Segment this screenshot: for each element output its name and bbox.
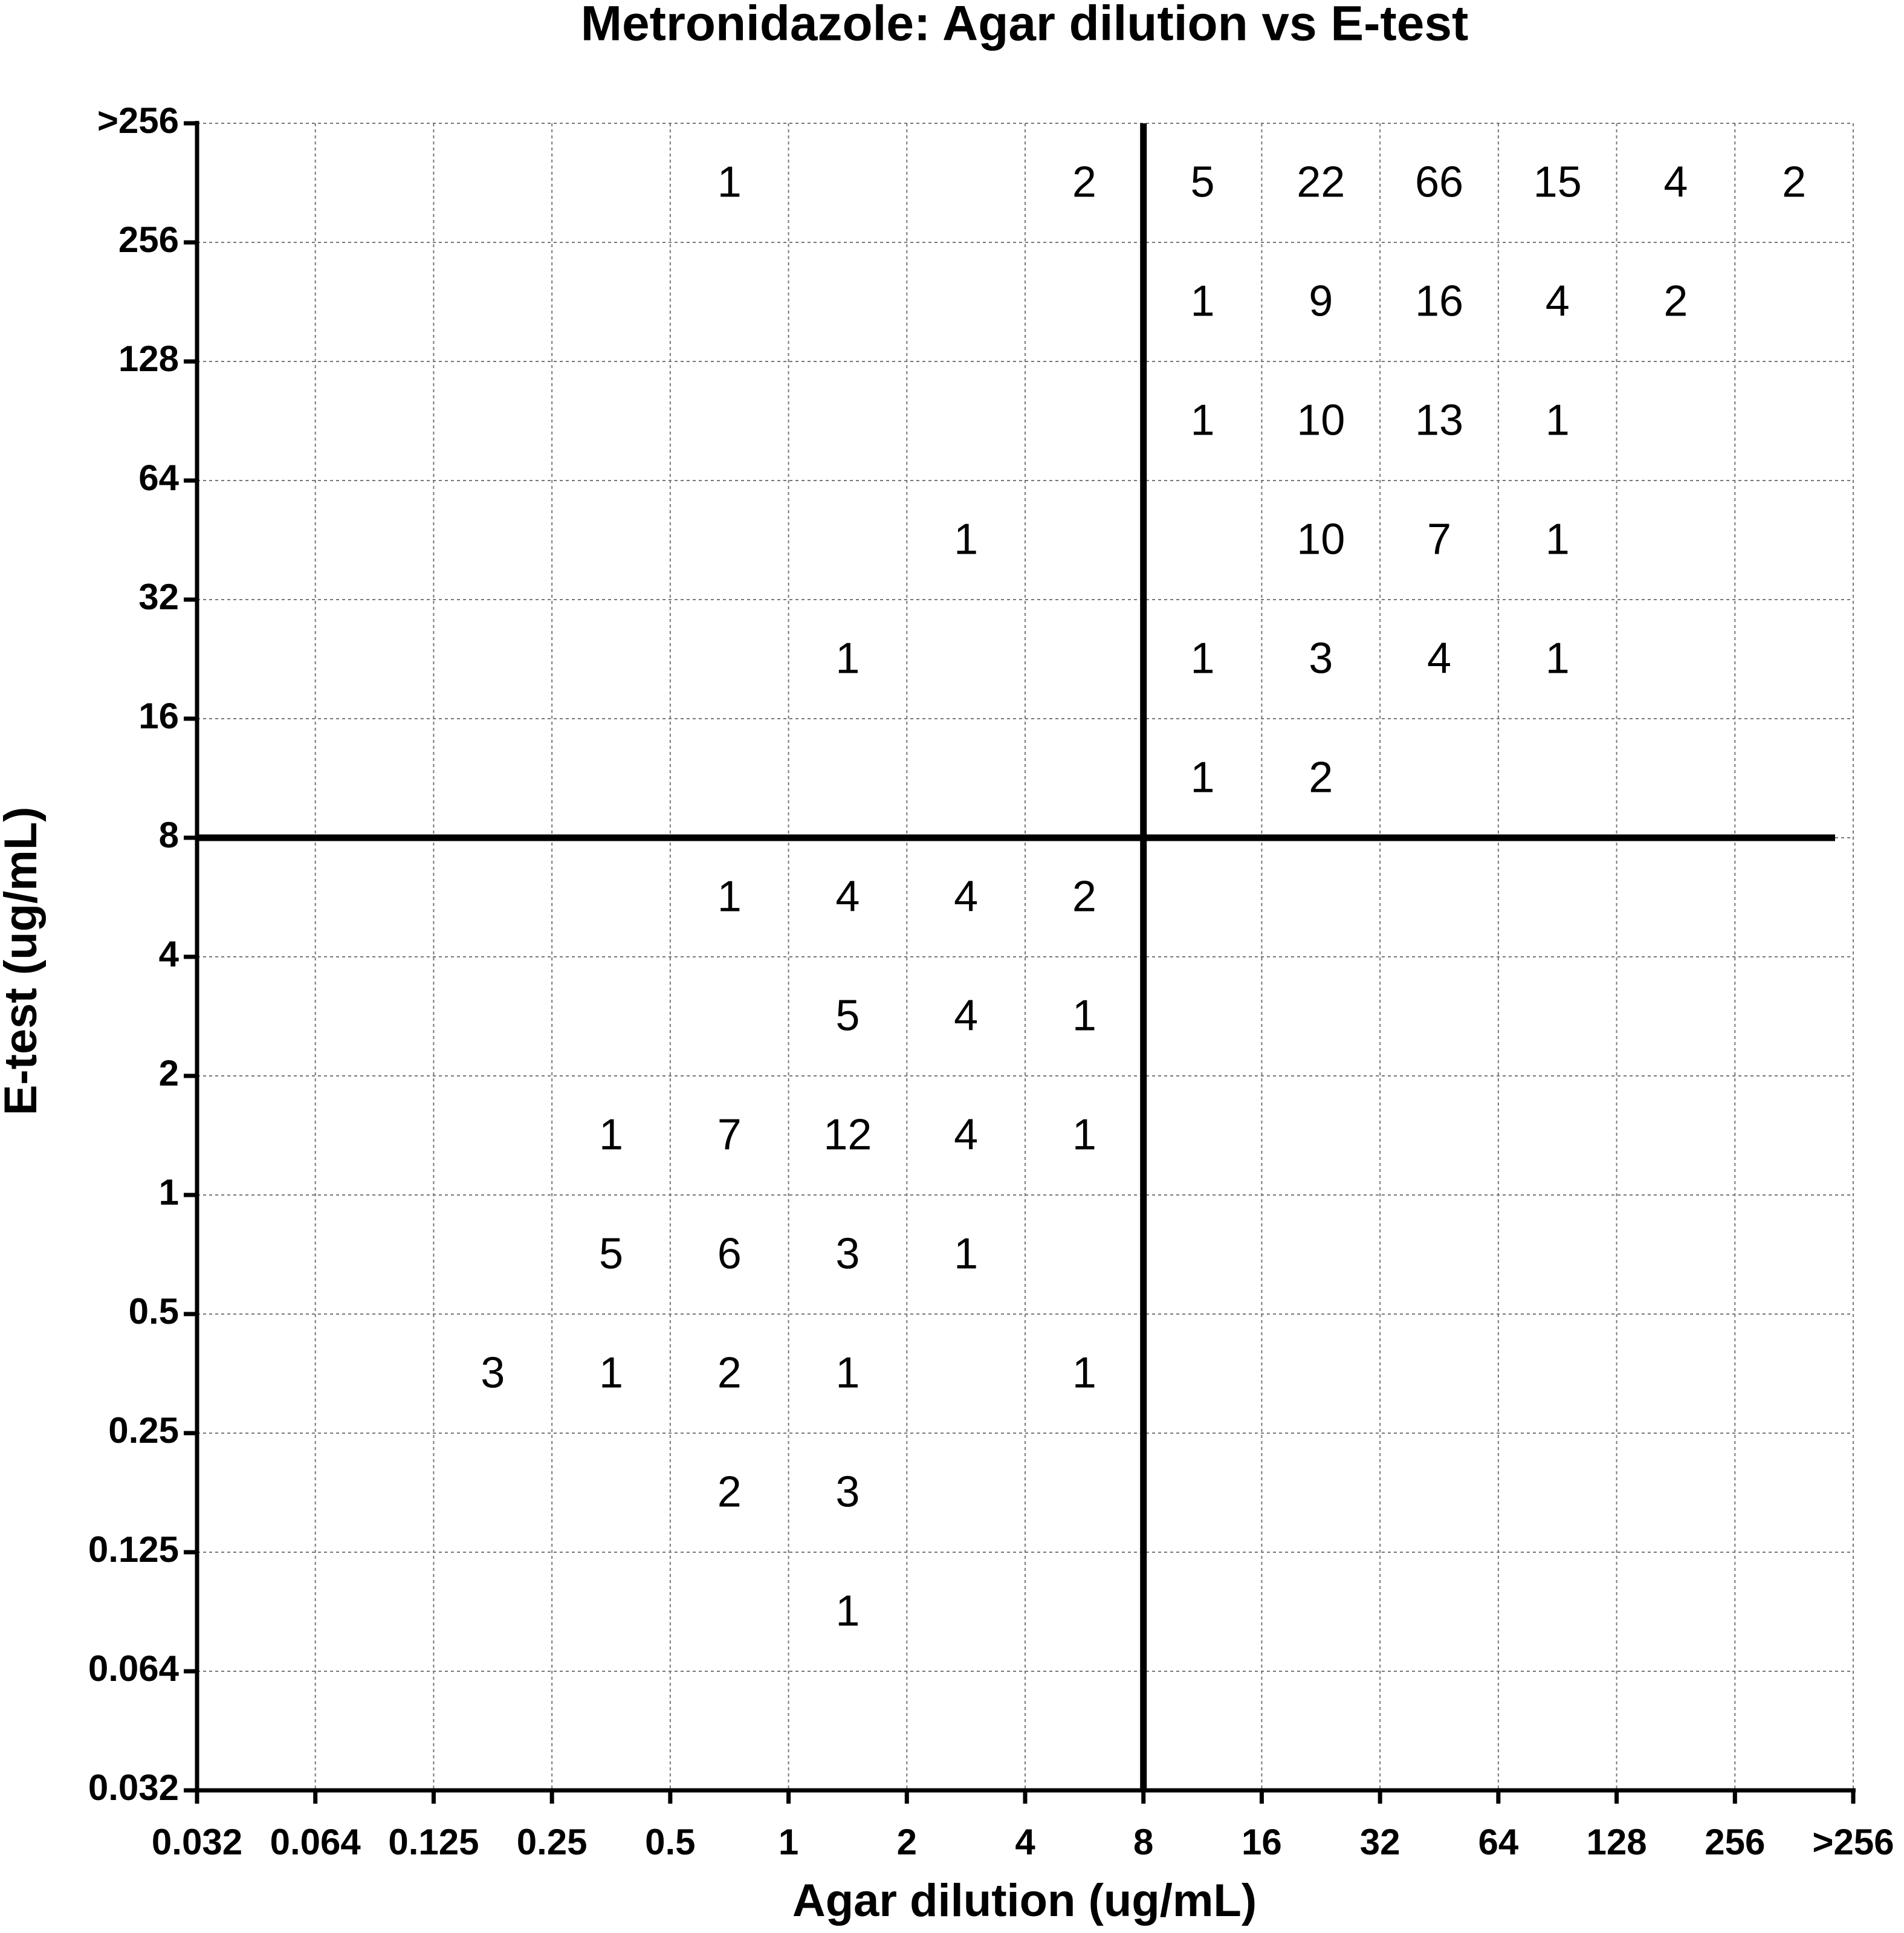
count-label: 1 (954, 516, 978, 564)
x-tick-label: 1 (779, 1822, 798, 1862)
count-label: 2 (717, 1349, 742, 1397)
count-label: 1 (1546, 635, 1570, 683)
count-label: 2 (1309, 754, 1333, 802)
count-label: 1 (835, 1349, 860, 1397)
count-label: 1 (954, 1230, 978, 1278)
x-tick-label: 32 (1360, 1822, 1400, 1862)
x-axis-title: Agar dilution (ug/mL) (792, 1875, 1257, 1926)
y-tick-label: >256 (97, 100, 179, 141)
count-label: 1 (835, 1587, 860, 1636)
count-label: 5 (599, 1230, 623, 1278)
x-tick-label: 0.125 (388, 1822, 479, 1862)
count-label: 2 (1072, 873, 1096, 921)
y-tick-label: 1 (159, 1172, 179, 1213)
x-tick-label: >256 (1812, 1822, 1894, 1862)
count-label: 1 (835, 635, 860, 683)
count-label: 5 (835, 992, 860, 1040)
count-label: 13 (1415, 397, 1463, 445)
count-label: 1 (1072, 992, 1096, 1040)
x-tick-label: 0.032 (152, 1822, 242, 1862)
count-label: 16 (1415, 277, 1463, 326)
count-label: 2 (1663, 277, 1688, 326)
count-label: 1 (1546, 516, 1570, 564)
count-label: 7 (717, 1111, 742, 1159)
count-label: 4 (954, 873, 978, 921)
x-tick-label: 2 (897, 1822, 917, 1862)
count-label: 22 (1297, 158, 1345, 207)
count-label: 6 (717, 1230, 742, 1278)
count-label: 4 (954, 1111, 978, 1159)
count-label: 1 (599, 1349, 623, 1397)
x-tick-label: 0.25 (517, 1822, 588, 1862)
count-label: 2 (717, 1468, 742, 1517)
count-label: 3 (835, 1468, 860, 1517)
count-label: 3 (481, 1349, 505, 1397)
y-tick-label: 4 (159, 934, 180, 974)
count-label: 1 (1072, 1349, 1096, 1397)
count-label: 1 (1191, 397, 1215, 445)
count-label: 1 (717, 873, 742, 921)
y-tick-label: 0.064 (88, 1648, 180, 1689)
y-tick-label: 0.5 (129, 1291, 179, 1332)
y-tick-label: 256 (118, 219, 179, 260)
count-label: 3 (1309, 635, 1333, 683)
x-tick-label: 128 (1587, 1822, 1647, 1862)
x-tick-label: 4 (1015, 1822, 1035, 1862)
x-tick-label: 8 (1133, 1822, 1153, 1862)
count-label: 4 (835, 873, 860, 921)
count-label: 1 (1072, 1111, 1096, 1159)
count-label: 1 (1191, 754, 1215, 802)
count-label: 15 (1533, 158, 1582, 207)
count-label: 66 (1415, 158, 1463, 207)
y-tick-label: 64 (138, 458, 179, 498)
count-label: 1 (1546, 397, 1570, 445)
y-tick-label: 0.125 (88, 1529, 179, 1570)
y-axis-title: E-test (ug/mL) (0, 807, 47, 1116)
y-tick-label: 32 (138, 577, 179, 617)
count-label: 3 (835, 1230, 860, 1278)
count-label: 2 (1782, 158, 1806, 207)
count-label: 7 (1427, 516, 1451, 564)
x-tick-label: 256 (1705, 1822, 1765, 1862)
chart-title: Metronidazole: Agar dilution vs E-test (581, 0, 1469, 51)
y-tick-label: 8 (159, 815, 179, 855)
count-label: 1 (599, 1111, 623, 1159)
y-tick-label: 16 (138, 696, 179, 736)
x-tick-label: 64 (1478, 1822, 1518, 1862)
y-tick-label: 0.032 (88, 1767, 179, 1808)
x-tick-label: 0.5 (645, 1822, 695, 1862)
count-label: 1 (1191, 635, 1215, 683)
x-tick-label: 0.064 (270, 1822, 361, 1862)
y-tick-label: 128 (118, 338, 179, 379)
count-label: 1 (1191, 277, 1215, 326)
count-label: 4 (1427, 635, 1451, 683)
y-tick-label: 2 (159, 1053, 179, 1093)
x-tick-label: 16 (1242, 1822, 1282, 1862)
count-label: 4 (1663, 158, 1688, 207)
count-label: 12 (823, 1111, 872, 1159)
count-label: 10 (1297, 397, 1345, 445)
count-label: 1 (717, 158, 742, 207)
count-label: 10 (1297, 516, 1345, 564)
count-label: 2 (1072, 158, 1096, 207)
count-label: 4 (1546, 277, 1570, 326)
count-label: 4 (954, 992, 978, 1040)
count-label: 9 (1309, 277, 1333, 326)
y-tick-label: 0.25 (108, 1410, 179, 1451)
count-label: 5 (1191, 158, 1215, 207)
